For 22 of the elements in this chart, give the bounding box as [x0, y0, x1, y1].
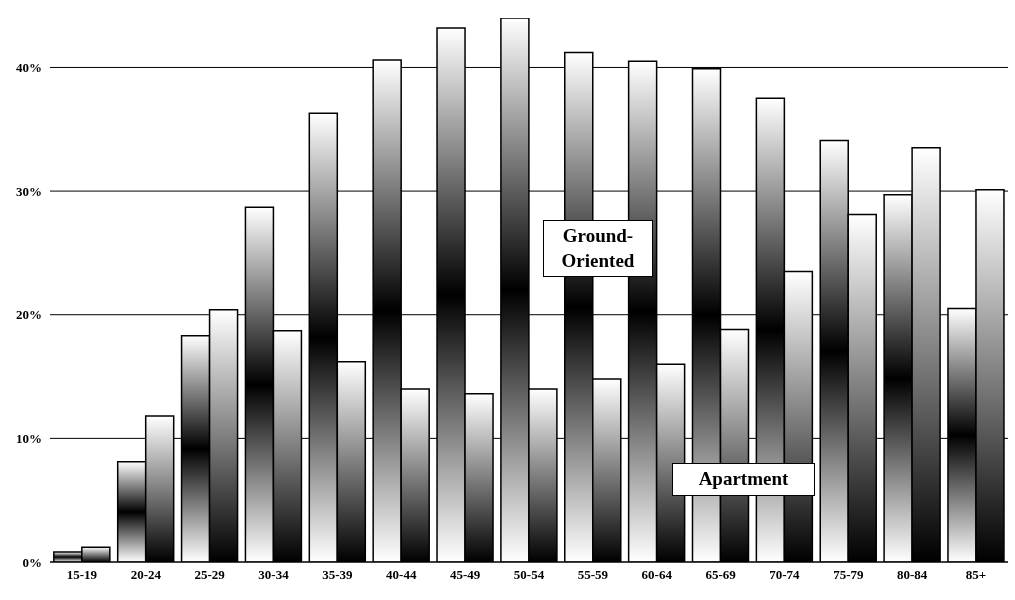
y-tick-label: 30%: [16, 183, 42, 199]
x-tick-label: 20-24: [130, 567, 162, 583]
x-tick-label: 65-69: [705, 567, 737, 583]
x-tick-label: 40-44: [386, 567, 417, 583]
y-tick-label: 40%: [16, 60, 42, 76]
series-label: Ground-Oriented: [543, 220, 653, 278]
series-label: Apartment: [672, 463, 815, 496]
x-tick-label: 45-49: [449, 567, 481, 583]
x-tick-label: 50-54: [513, 567, 545, 583]
y-tick-label: 0%: [22, 554, 42, 570]
y-tick-label: 20%: [16, 307, 42, 323]
x-tick-label: 25-29: [194, 567, 226, 583]
x-tick-label: 75-79: [833, 567, 864, 583]
y-tick-label: 10%: [16, 430, 42, 446]
x-tick-label: 60-64: [641, 567, 673, 583]
x-tick-label: 70-74: [769, 567, 801, 583]
x-tick-label: 30-34: [258, 567, 290, 583]
x-tick-label: 80-84: [897, 567, 928, 583]
x-tick-label: 85+: [965, 567, 987, 583]
x-tick-label: 55-59: [577, 567, 609, 583]
x-tick-label: 35-39: [322, 567, 354, 583]
x-tick-label: 15-19: [66, 567, 98, 583]
